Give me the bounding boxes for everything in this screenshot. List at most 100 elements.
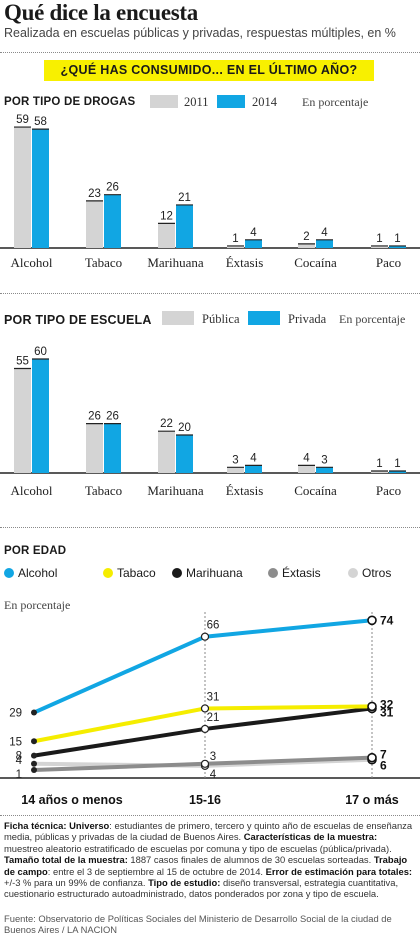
data-label: 26 [106, 411, 119, 423]
legend-swatch-2011 [150, 95, 178, 108]
data-label: 3 [321, 454, 327, 466]
bar-pública [158, 431, 175, 473]
category-label: Paco [376, 255, 401, 270]
legend-item-tabaco: Tabaco [103, 566, 156, 580]
category-label: Tabaco [85, 255, 122, 270]
legend-label: Otros [362, 566, 392, 580]
data-label: 1 [376, 458, 382, 470]
source-note: Fuente: Observatorio de Políticas Social… [4, 913, 392, 936]
ficha-text: +/-3 % para un 99% de confianza. [4, 877, 149, 889]
data-point [31, 709, 37, 716]
technical-sheet: Ficha técnica: Universo: estudiantes de … [4, 820, 414, 900]
data-point [367, 752, 377, 763]
page-title: Qué dice la encuesta [4, 0, 198, 25]
data-label: 4 [210, 769, 217, 781]
category-label: Alcohol [11, 255, 53, 270]
page-subtitle: Realizada en escuelas públicas y privada… [4, 26, 396, 40]
chart-note-drogas: En porcentaje [302, 95, 369, 109]
data-label: 26 [106, 182, 119, 194]
data-label: 4 [16, 755, 23, 767]
bar-pública [298, 465, 315, 473]
data-point [31, 752, 37, 759]
data-label: 12 [160, 210, 173, 222]
ficha-text: : entre el 3 de septiembre al 15 de octu… [47, 865, 266, 877]
legend-item-alcohol: Alcohol [4, 566, 57, 580]
x-tick-label: 14 años o menos [21, 793, 122, 807]
bar-pública [371, 471, 388, 473]
ficha-text: muestreo aleatorio estratificado de escu… [4, 842, 392, 854]
legend-label: Alcohol [18, 566, 58, 580]
data-point [31, 738, 37, 745]
data-point [200, 704, 210, 713]
bar-privada [245, 465, 262, 473]
divider [0, 815, 420, 816]
data-label: 6 [380, 759, 387, 773]
legend-dot [268, 568, 278, 578]
x-tick-label: 15-16 [189, 793, 221, 807]
data-point [31, 766, 37, 773]
legend-item-éxtasis: Éxtasis [268, 566, 321, 580]
data-point [31, 760, 37, 767]
category-label: Éxtasis [226, 483, 264, 498]
data-label: 1 [376, 233, 382, 245]
data-point [367, 701, 377, 712]
data-label: 60 [34, 346, 47, 358]
divider [0, 293, 420, 294]
ficha-label: Características de la muestra: [243, 831, 378, 843]
legend-dot [103, 568, 113, 578]
data-label: 31 [380, 705, 394, 719]
data-label: 22 [160, 418, 173, 430]
bar-pública [227, 467, 244, 473]
data-point [200, 724, 210, 734]
legend-dot [172, 568, 182, 578]
data-label: 21 [207, 712, 220, 724]
legend-label-2014: 2014 [252, 95, 277, 109]
bar-privada [316, 467, 333, 473]
category-label: Cocaína [294, 255, 337, 270]
bar-privada [389, 471, 406, 473]
bar-2014 [245, 239, 262, 248]
data-label: 1 [394, 233, 400, 245]
data-label: 32 [380, 697, 394, 711]
data-label: 26 [88, 411, 101, 423]
ficha-label: Tamaño total de la muestra: [4, 854, 128, 866]
category-label: Cocaína [294, 483, 337, 498]
legend-swatch-privada [248, 311, 280, 325]
data-label: 4 [303, 452, 310, 464]
category-label: Éxtasis [226, 255, 264, 270]
bar-2014 [104, 194, 121, 248]
ficha-text: diseño transversal, estrategia cuantitat… [4, 877, 399, 900]
data-point [200, 759, 210, 768]
ficha-label: Error de estimación para totales: [265, 865, 413, 877]
category-label: Marihuana [147, 483, 204, 498]
bar-2011 [227, 245, 244, 248]
data-label: 58 [34, 116, 47, 128]
data-label: 20 [178, 422, 191, 434]
data-label: 8 [16, 751, 22, 763]
data-label: 21 [178, 192, 191, 204]
category-label: Paco [376, 483, 401, 498]
data-label: 1 [232, 233, 238, 245]
legend-label: Tabaco [117, 566, 156, 580]
bar-2011 [14, 127, 31, 248]
bar-2011 [371, 245, 388, 248]
divider [0, 52, 420, 53]
bar-privada [176, 435, 193, 473]
category-label: Tabaco [85, 483, 122, 498]
data-label: 15 [9, 736, 22, 748]
section-title-escuela: POR TIPO DE ESCUELA [4, 313, 152, 327]
data-label: 59 [16, 114, 29, 126]
ficha-label: Trabajo de campo [4, 854, 408, 877]
bar-pública [14, 368, 31, 473]
category-label: Marihuana [147, 255, 204, 270]
legend-label-privada: Privada [288, 312, 327, 326]
legend-item-otros: Otros [348, 566, 391, 580]
data-label: 55 [16, 356, 29, 368]
data-label: 4 [250, 227, 257, 239]
legend-label: Éxtasis [282, 566, 321, 580]
data-label: 31 [207, 691, 220, 703]
data-label: 3 [210, 751, 216, 763]
chart-note-edad: En porcentaje [4, 598, 71, 612]
data-label: 74 [380, 613, 394, 627]
